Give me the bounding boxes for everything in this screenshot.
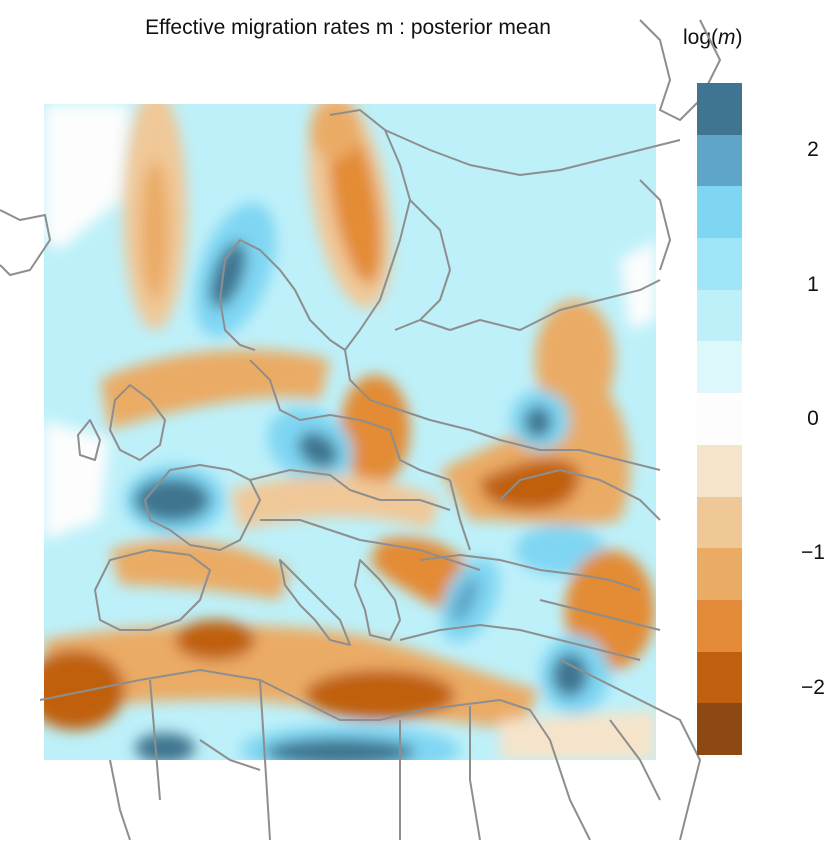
- surface-region: [135, 733, 195, 760]
- country-border: [249, 469, 451, 511]
- surface-region: [297, 431, 339, 469]
- surface-region: [451, 576, 479, 624]
- coastline: [109, 384, 166, 461]
- coastline: [609, 719, 661, 801]
- country-border: [109, 759, 131, 841]
- legend-swatch: [697, 341, 742, 394]
- surface-region: [175, 620, 255, 660]
- surface-region: [141, 160, 169, 300]
- coastline: [419, 554, 641, 591]
- coastline: [384, 129, 681, 176]
- coastline: [399, 624, 641, 661]
- surface-region: [209, 241, 247, 309]
- legend-tick-label: 1: [807, 272, 819, 296]
- country-border: [449, 479, 471, 551]
- surface-layer: [44, 104, 656, 760]
- surface-region: [305, 670, 455, 720]
- coastline: [94, 549, 211, 631]
- legend-swatch: [697, 186, 742, 239]
- coastline: [639, 19, 721, 121]
- coastline: [39, 669, 591, 841]
- surface-region: [265, 738, 415, 760]
- coastline: [394, 199, 451, 331]
- surface-region: [340, 375, 410, 485]
- legend-tick-label: 2: [807, 138, 819, 162]
- surface-region: [515, 525, 605, 575]
- legend-swatch: [697, 393, 742, 446]
- legend-tick-label: −1: [801, 541, 825, 565]
- legend-title-suffix: ): [735, 26, 743, 49]
- surface-region: [310, 104, 360, 160]
- legend-swatch: [697, 444, 742, 498]
- coastline: [219, 109, 411, 351]
- coastline: [559, 659, 701, 841]
- country-border: [499, 469, 661, 521]
- country-border: [344, 349, 661, 471]
- legend-tick-label: −2: [801, 675, 825, 699]
- surface-region: [110, 539, 290, 600]
- surface-region: [230, 476, 440, 530]
- country-border: [259, 679, 271, 841]
- surface-region: [552, 653, 588, 697]
- coastline: [354, 559, 401, 641]
- surface-region: [44, 420, 110, 540]
- surface-region: [44, 650, 125, 730]
- surface-region: [44, 104, 130, 250]
- legend-swatch: [697, 238, 742, 291]
- legend-title-variable: m: [718, 26, 736, 49]
- chart-title: Effective migration rates m : posterior …: [145, 16, 551, 39]
- legend-swatch: [697, 651, 742, 704]
- legend-swatch: [697, 134, 742, 187]
- coastline: [419, 279, 661, 331]
- legend-swatch: [697, 83, 742, 136]
- country-border: [249, 359, 451, 481]
- country-border: [469, 706, 481, 841]
- legend-swatch: [697, 289, 742, 342]
- legend-title-prefix: log(: [683, 26, 719, 49]
- surface-region: [524, 406, 552, 438]
- legend-swatch: [697, 703, 742, 756]
- surface-region: [535, 300, 615, 420]
- legend-title: log(m): [683, 26, 743, 50]
- legend-tick-label: 0: [807, 407, 819, 430]
- country-borders: [0, 19, 721, 841]
- legend-swatch: [697, 548, 742, 601]
- coastline: [639, 179, 671, 271]
- country-border: [149, 679, 161, 801]
- legend-swatch: [697, 496, 742, 549]
- country-border: [539, 599, 661, 631]
- surface-region: [620, 240, 656, 330]
- coastline: [0, 209, 51, 276]
- coastline: [279, 559, 351, 646]
- coastline: [144, 464, 261, 551]
- coastline: [77, 419, 101, 461]
- country-border: [260, 519, 481, 571]
- legend-swatch: [697, 599, 742, 653]
- country-border: [199, 739, 261, 771]
